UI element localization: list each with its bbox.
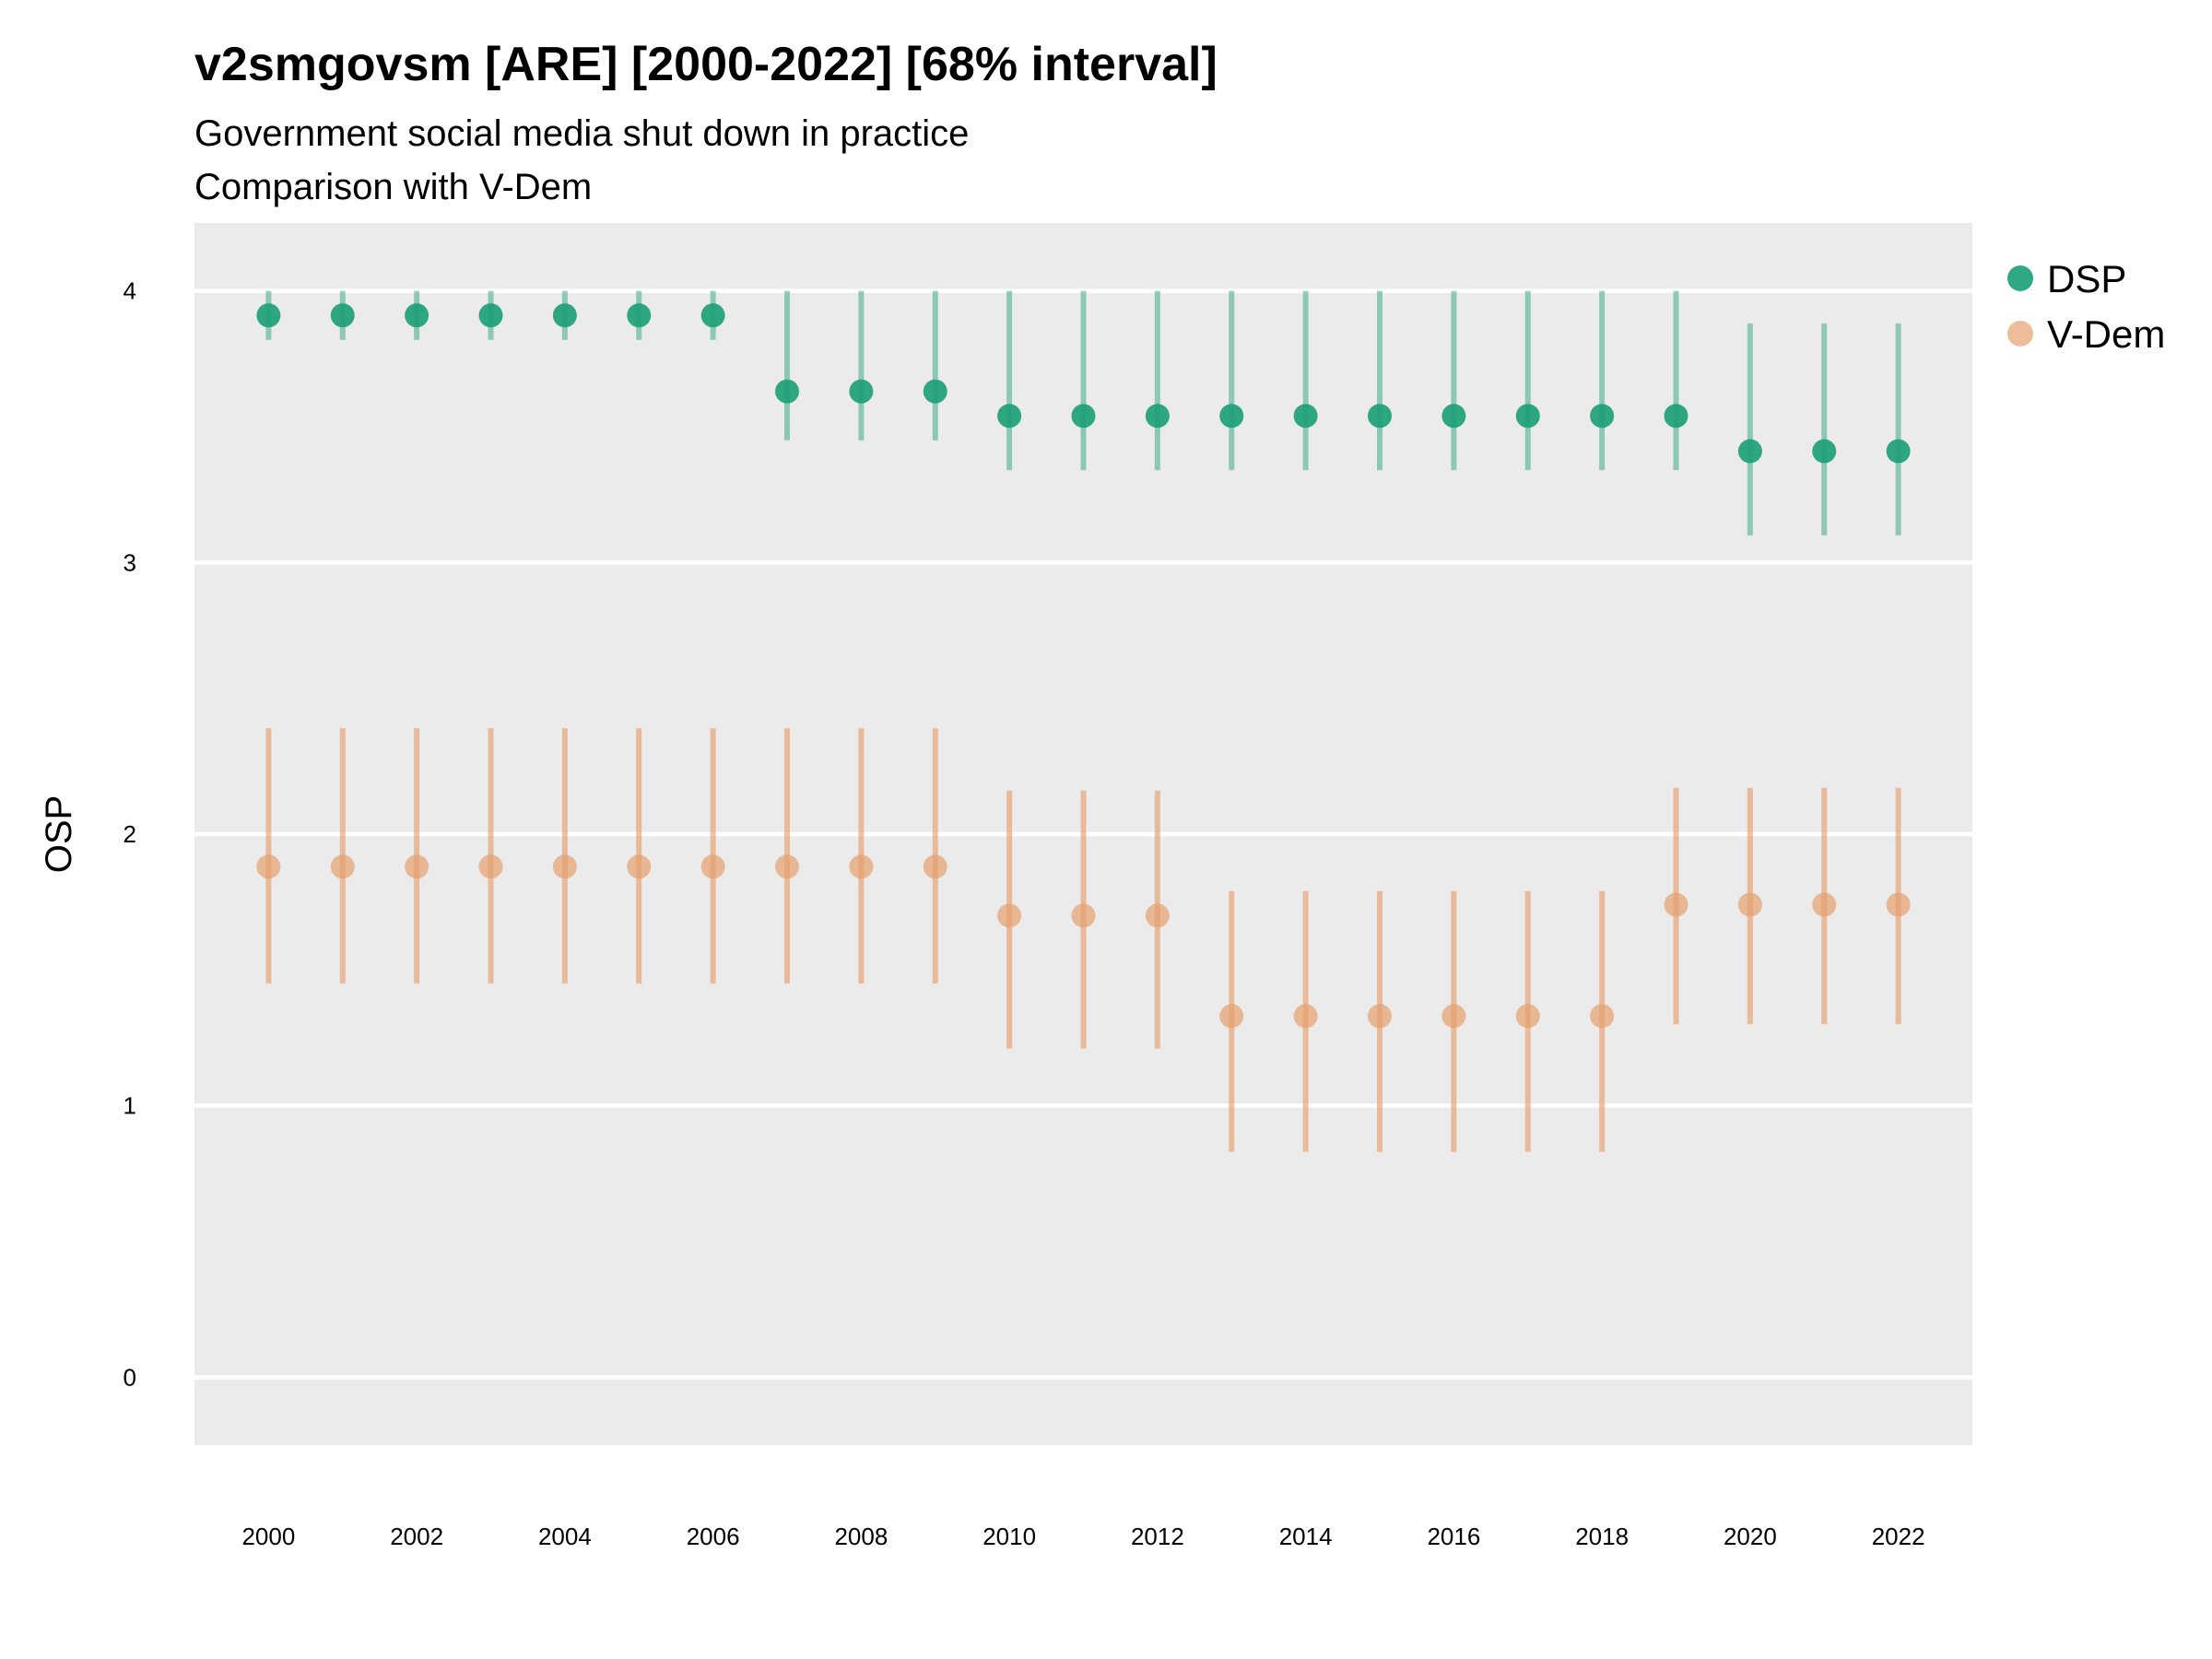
v-dem-point-2021 bbox=[1812, 892, 1837, 917]
dsp-point-2003 bbox=[478, 303, 503, 328]
v-dem-point-2018 bbox=[1590, 1004, 1615, 1029]
dsp-point-2018 bbox=[1590, 404, 1615, 429]
y-tick-label: 1 bbox=[124, 1092, 136, 1120]
v-dem-point-2017 bbox=[1515, 1004, 1540, 1029]
x-tick-label: 2004 bbox=[538, 1523, 592, 1550]
x-tick-label: 2000 bbox=[241, 1523, 295, 1550]
dsp-point-2013 bbox=[1219, 404, 1244, 429]
dsp-point-2005 bbox=[627, 303, 652, 328]
dsp-point-2001 bbox=[330, 303, 355, 328]
legend-key-dsp bbox=[2007, 265, 2033, 291]
v-dem-point-2016 bbox=[1441, 1004, 1466, 1029]
x-tick-label: 2006 bbox=[687, 1523, 740, 1550]
y-tick-label: 4 bbox=[124, 277, 136, 305]
x-tick-label: 2018 bbox=[1575, 1523, 1629, 1550]
legend-label-dsp: DSP bbox=[2047, 257, 2126, 300]
chart-subtitle: Government social media shut down in pra… bbox=[194, 107, 969, 214]
dsp-point-2010 bbox=[997, 404, 1022, 429]
v-dem-point-2022 bbox=[1886, 892, 1911, 917]
x-tick-label: 2020 bbox=[1724, 1523, 1777, 1550]
y-tick-label: 3 bbox=[124, 548, 136, 576]
dsp-point-2017 bbox=[1515, 404, 1540, 429]
x-tick-label: 2022 bbox=[1872, 1523, 1925, 1550]
x-tick-label: 2002 bbox=[390, 1523, 443, 1550]
y-axis-label: OSP bbox=[39, 795, 79, 873]
dsp-point-2019 bbox=[1664, 404, 1688, 429]
v-dem-point-2007 bbox=[775, 854, 799, 879]
y-tick-label: 0 bbox=[124, 1363, 136, 1391]
v-dem-point-2004 bbox=[552, 854, 577, 879]
dsp-point-2021 bbox=[1812, 439, 1837, 464]
dsp-point-2002 bbox=[405, 303, 429, 328]
v-dem-point-2013 bbox=[1219, 1004, 1244, 1029]
dsp-point-2015 bbox=[1368, 404, 1392, 429]
series-dsp bbox=[256, 290, 1911, 535]
v-dem-point-2014 bbox=[1293, 1004, 1318, 1029]
x-tick-label: 2016 bbox=[1427, 1523, 1480, 1550]
y-tick-label: 2 bbox=[124, 820, 136, 848]
x-tick-label: 2014 bbox=[1279, 1523, 1333, 1550]
dsp-point-2011 bbox=[1071, 404, 1096, 429]
dsp-point-2012 bbox=[1145, 404, 1170, 429]
dsp-point-2004 bbox=[552, 303, 577, 328]
x-tick-label: 2012 bbox=[1131, 1523, 1184, 1550]
dsp-point-2009 bbox=[923, 379, 947, 404]
dsp-point-2008 bbox=[849, 379, 874, 404]
v-dem-point-2009 bbox=[923, 854, 947, 879]
v-dem-point-2010 bbox=[997, 903, 1022, 928]
dsp-point-2020 bbox=[1737, 439, 1762, 464]
v-dem-point-2019 bbox=[1664, 892, 1688, 917]
dsp-point-2014 bbox=[1293, 404, 1318, 429]
x-tick-label: 2008 bbox=[834, 1523, 888, 1550]
dsp-point-2000 bbox=[256, 303, 281, 328]
x-axis-ticks: 2000 2002 2004 2006 2008 2010 2012 2014 2016 2018… bbox=[241, 1523, 1924, 1550]
dsp-point-2006 bbox=[700, 303, 725, 328]
v-dem-point-2005 bbox=[627, 854, 652, 879]
dsp-point-2016 bbox=[1441, 404, 1466, 429]
v-dem-point-2012 bbox=[1145, 903, 1170, 928]
v-dem-point-2008 bbox=[849, 854, 874, 879]
dsp-point-2007 bbox=[775, 379, 799, 404]
v-dem-point-2000 bbox=[256, 854, 281, 879]
x-tick-label: 2010 bbox=[982, 1523, 1036, 1550]
y-axis-ticks: 0 1 2 3 4 bbox=[124, 277, 136, 1392]
v-dem-point-2011 bbox=[1071, 903, 1096, 928]
legend-key-v-dem bbox=[2007, 321, 2033, 347]
subtitle-line-1: Government social media shut down in pra… bbox=[194, 113, 970, 154]
series-layer bbox=[256, 290, 1911, 1152]
v-dem-point-2003 bbox=[478, 854, 503, 879]
v-dem-point-2001 bbox=[330, 854, 355, 879]
series-v-dem bbox=[256, 728, 1911, 1152]
subtitle-line-2: Comparison with V-Dem bbox=[194, 167, 593, 207]
v-dem-point-2020 bbox=[1737, 892, 1762, 917]
chart-title: v2smgovsm [ARE] [2000-2022] [68% interva… bbox=[194, 38, 1218, 91]
dsp-point-2022 bbox=[1886, 439, 1911, 464]
v-dem-point-2002 bbox=[405, 854, 429, 879]
v-dem-point-2006 bbox=[700, 854, 725, 879]
v-dem-point-2015 bbox=[1368, 1004, 1392, 1029]
legend: DSP V-Dem bbox=[2007, 257, 2165, 356]
legend-label-v-dem: V-Dem bbox=[2047, 312, 2165, 356]
